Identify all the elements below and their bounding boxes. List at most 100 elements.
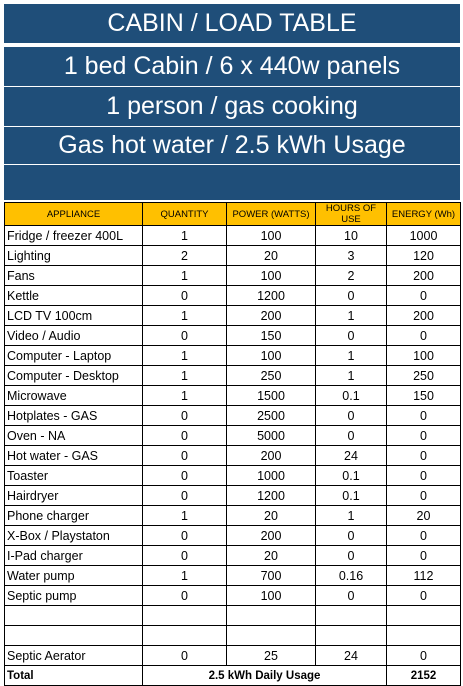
cell-appliance[interactable]: Computer - Laptop: [4, 345, 143, 366]
cell-appliance[interactable]: X-Box / Playstaton: [4, 525, 143, 546]
total-usage[interactable]: 2.5 kWh Daily Usage: [142, 665, 387, 686]
cell-energy[interactable]: [386, 625, 461, 646]
cell-energy[interactable]: 120: [386, 245, 461, 266]
cell-energy[interactable]: 0: [386, 545, 461, 566]
cell-power[interactable]: [226, 625, 316, 646]
cell-appliance[interactable]: Toaster: [4, 465, 143, 486]
cell-quantity[interactable]: 1: [142, 565, 227, 586]
cell-energy[interactable]: 0: [386, 645, 461, 666]
cell-power[interactable]: 200: [226, 305, 316, 326]
cell-appliance[interactable]: Fridge / freezer 400L: [4, 225, 143, 246]
cell-power[interactable]: 700: [226, 565, 316, 586]
cell-energy[interactable]: 0: [386, 285, 461, 306]
cell-appliance[interactable]: Oven - NA: [4, 425, 143, 446]
cell-energy[interactable]: 0: [386, 425, 461, 446]
cell-quantity[interactable]: 1: [142, 265, 227, 286]
cell-power[interactable]: 20: [226, 505, 316, 526]
header-hours[interactable]: HOURS OF USE: [315, 202, 387, 226]
cell-hours[interactable]: 0: [315, 405, 387, 426]
cell-appliance[interactable]: LCD TV 100cm: [4, 305, 143, 326]
cell-power[interactable]: 5000: [226, 425, 316, 446]
cell-hours[interactable]: 10: [315, 225, 387, 246]
cell-energy[interactable]: 20: [386, 505, 461, 526]
cell-power[interactable]: 25: [226, 645, 316, 666]
cell-quantity[interactable]: 1: [142, 345, 227, 366]
cell-quantity[interactable]: 0: [142, 325, 227, 346]
cell-energy[interactable]: 0: [386, 485, 461, 506]
cell-hours[interactable]: 0: [315, 425, 387, 446]
cell-hours[interactable]: 0: [315, 285, 387, 306]
cell-quantity[interactable]: 2: [142, 245, 227, 266]
cell-appliance[interactable]: Kettle: [4, 285, 143, 306]
cell-appliance[interactable]: I-Pad charger: [4, 545, 143, 566]
cell-hours[interactable]: [315, 605, 387, 626]
cell-appliance[interactable]: [4, 605, 143, 626]
cell-energy[interactable]: 0: [386, 465, 461, 486]
cell-hours[interactable]: 2: [315, 265, 387, 286]
cell-energy[interactable]: 0: [386, 445, 461, 466]
cell-quantity[interactable]: 1: [142, 505, 227, 526]
cell-hours[interactable]: 1: [315, 505, 387, 526]
cell-power[interactable]: 250: [226, 365, 316, 386]
cell-quantity[interactable]: 0: [142, 585, 227, 606]
cell-appliance[interactable]: [4, 625, 143, 646]
cell-power[interactable]: [226, 605, 316, 626]
cell-energy[interactable]: 0: [386, 325, 461, 346]
cell-energy[interactable]: 150: [386, 385, 461, 406]
cell-energy[interactable]: 0: [386, 525, 461, 546]
cell-hours[interactable]: 0.16: [315, 565, 387, 586]
cell-appliance[interactable]: Microwave: [4, 385, 143, 406]
cell-appliance[interactable]: Video / Audio: [4, 325, 143, 346]
cell-energy[interactable]: 0: [386, 585, 461, 606]
cell-power[interactable]: 100: [226, 225, 316, 246]
cell-hours[interactable]: 0: [315, 325, 387, 346]
cell-power[interactable]: 1200: [226, 485, 316, 506]
header-power[interactable]: POWER (WATTS): [226, 202, 316, 226]
cell-energy[interactable]: 200: [386, 305, 461, 326]
cell-quantity[interactable]: 0: [142, 465, 227, 486]
cell-hours[interactable]: 1: [315, 305, 387, 326]
cell-energy[interactable]: 112: [386, 565, 461, 586]
cell-energy[interactable]: 250: [386, 365, 461, 386]
cell-power[interactable]: 2500: [226, 405, 316, 426]
cell-energy[interactable]: 100: [386, 345, 461, 366]
cell-power[interactable]: 200: [226, 445, 316, 466]
cell-power[interactable]: 100: [226, 585, 316, 606]
total-energy[interactable]: 2152: [386, 665, 461, 686]
cell-hours[interactable]: 0.1: [315, 385, 387, 406]
header-appliance[interactable]: APPLIANCE: [4, 202, 143, 226]
cell-hours[interactable]: 0: [315, 545, 387, 566]
cell-quantity[interactable]: 0: [142, 485, 227, 506]
cell-appliance[interactable]: Fans: [4, 265, 143, 286]
cell-power[interactable]: 1000: [226, 465, 316, 486]
cell-appliance[interactable]: Water pump: [4, 565, 143, 586]
cell-energy[interactable]: 200: [386, 265, 461, 286]
cell-appliance[interactable]: Lighting: [4, 245, 143, 266]
cell-quantity[interactable]: [142, 605, 227, 626]
cell-quantity[interactable]: 0: [142, 525, 227, 546]
cell-hours[interactable]: 1: [315, 345, 387, 366]
cell-hours[interactable]: 0: [315, 585, 387, 606]
cell-quantity[interactable]: 1: [142, 365, 227, 386]
cell-quantity[interactable]: 0: [142, 545, 227, 566]
cell-hours[interactable]: 0: [315, 525, 387, 546]
cell-power[interactable]: 200: [226, 525, 316, 546]
cell-power[interactable]: 100: [226, 345, 316, 366]
cell-quantity[interactable]: 0: [142, 405, 227, 426]
cell-hours[interactable]: 3: [315, 245, 387, 266]
cell-quantity[interactable]: [142, 625, 227, 646]
header-quantity[interactable]: QUANTITY: [142, 202, 227, 226]
cell-quantity[interactable]: 0: [142, 285, 227, 306]
total-label[interactable]: Total: [4, 665, 143, 686]
cell-power[interactable]: 20: [226, 245, 316, 266]
cell-appliance[interactable]: Hot water - GAS: [4, 445, 143, 466]
cell-appliance[interactable]: Hotplates - GAS: [4, 405, 143, 426]
cell-hours[interactable]: 24: [315, 445, 387, 466]
cell-power[interactable]: 100: [226, 265, 316, 286]
cell-quantity[interactable]: 1: [142, 385, 227, 406]
cell-quantity[interactable]: 1: [142, 305, 227, 326]
cell-power[interactable]: 1200: [226, 285, 316, 306]
cell-power[interactable]: 1500: [226, 385, 316, 406]
cell-hours[interactable]: 24: [315, 645, 387, 666]
cell-appliance[interactable]: Computer - Desktop: [4, 365, 143, 386]
